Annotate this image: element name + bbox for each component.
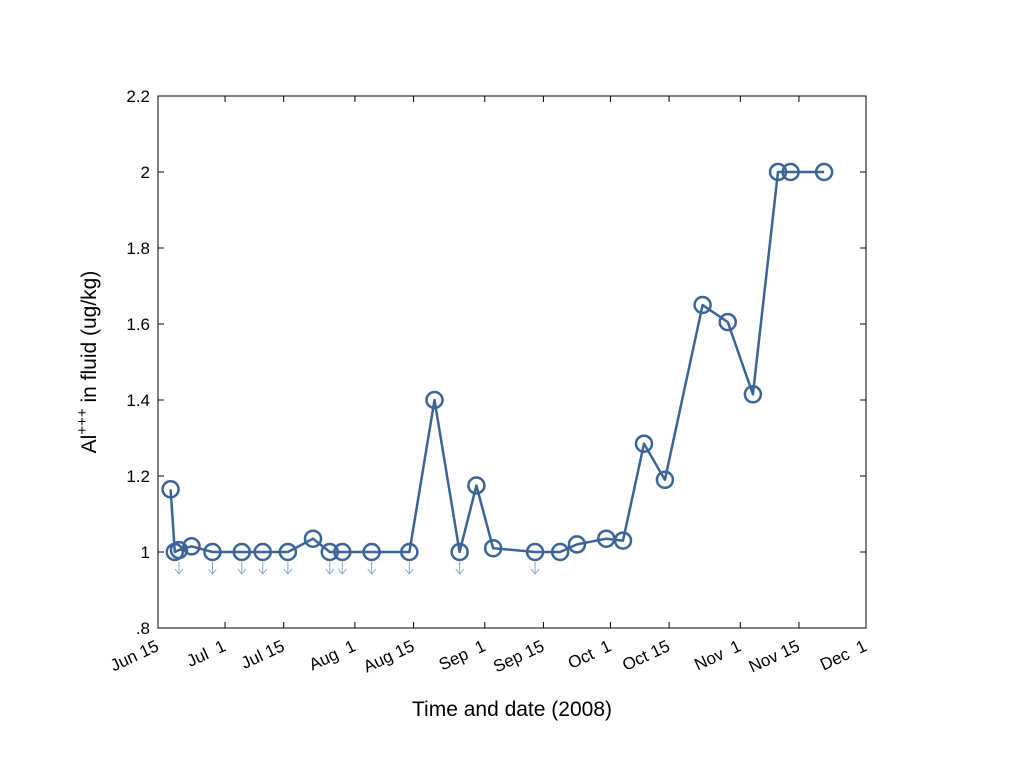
- x-tick-label: Sep 1: [436, 636, 489, 674]
- x-tick-label: Nov 15: [746, 636, 803, 676]
- below-detection-arrow-head: [455, 568, 465, 575]
- series-line: [169, 170, 825, 554]
- below-detection-arrow-head: [283, 568, 293, 575]
- x-axis-title: Time and date (2008): [412, 698, 612, 721]
- data-point: [693, 295, 712, 315]
- below-detection-arrow-head: [530, 568, 540, 575]
- x-tick-label: Sep 15: [490, 636, 547, 676]
- data-point: [483, 538, 503, 558]
- data-point: [655, 470, 675, 490]
- x-tick-label: Nov 1: [691, 636, 744, 674]
- x-tick-label: Oct 15: [619, 636, 672, 674]
- data-point: [718, 312, 738, 332]
- data-point: [333, 542, 352, 562]
- x-tick-label: Aug 15: [360, 636, 417, 676]
- y-axis-title-main: Al: [78, 435, 101, 454]
- data-point: [232, 542, 252, 562]
- below-detection-arrow-head: [367, 568, 377, 575]
- below-detection-arrow-head: [337, 568, 347, 575]
- data-point: [743, 385, 763, 404]
- data-point: [278, 542, 298, 562]
- x-tick-label: Dec 1: [817, 636, 870, 674]
- data-point: [781, 162, 800, 182]
- y-axis-title-rest: in fluid (ug/kg): [78, 271, 101, 409]
- data-point: [814, 162, 834, 182]
- y-tick-label: 2: [141, 163, 150, 182]
- y-tick-label: 1.2: [126, 467, 150, 486]
- data-point: [253, 542, 272, 562]
- x-tick-label: Jul 15: [238, 636, 287, 672]
- plot-frame: [157, 95, 867, 629]
- data-point: [161, 480, 180, 499]
- y-tick-label: 1: [141, 543, 150, 562]
- below-detection-arrow-head: [208, 568, 217, 575]
- data-point: [425, 390, 444, 410]
- data-point: [320, 542, 340, 562]
- data-point: [400, 542, 419, 562]
- data-point: [634, 434, 654, 453]
- x-tick-label: Jul 1: [184, 636, 229, 670]
- data-point: [550, 542, 570, 562]
- below-detection-arrow-head: [258, 568, 268, 575]
- x-tick-label: Oct 1: [565, 636, 614, 672]
- y-axis-title-superscript: +++: [74, 408, 91, 435]
- y-tick-label: 2.2: [126, 87, 150, 106]
- data-point: [362, 542, 381, 562]
- y-tick-label: 1.8: [126, 239, 150, 258]
- y-tick-label: .8: [136, 619, 150, 638]
- data-point: [613, 531, 633, 550]
- data-point: [525, 542, 545, 562]
- y-tick-label: 1.4: [126, 391, 150, 410]
- below-detection-arrow-head: [237, 568, 247, 575]
- series-layer: [161, 162, 834, 575]
- below-detection-arrow-head: [404, 568, 414, 575]
- data-point: [182, 537, 201, 556]
- x-tick-label: Aug 1: [306, 636, 359, 674]
- data-point: [567, 535, 587, 554]
- x-tick-label: Jun 15: [107, 636, 161, 675]
- data-point: [768, 162, 788, 182]
- below-detection-arrow-head: [325, 568, 335, 575]
- y-axis: .8 1 1.2 1.4 1.6 1.8 2 2.2: [126, 87, 866, 638]
- data-point: [169, 540, 189, 560]
- data-point: [467, 476, 486, 495]
- y-axis-title: Al+++ in fluid (ug/kg): [74, 271, 101, 454]
- y-tick-label: 1.6: [126, 315, 150, 334]
- data-point: [203, 542, 222, 562]
- below-detection-arrow-head: [174, 568, 184, 575]
- data-point: [303, 529, 323, 548]
- data-point: [450, 542, 469, 562]
